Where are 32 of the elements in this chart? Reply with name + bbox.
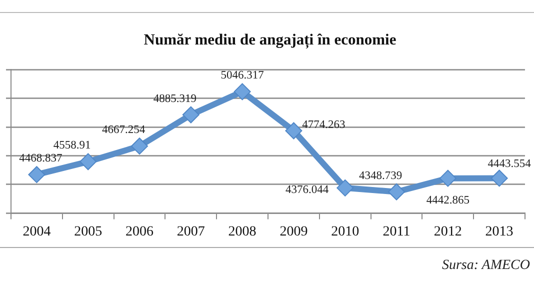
data-label: 4348.739 [358,170,402,182]
x-tick-label: 2013 [485,224,514,240]
data-label: 4468.837 [19,152,63,165]
text: Sursa: AMECO [442,258,530,274]
point [490,170,508,187]
point [285,122,302,140]
x-tick-label: 2004 [22,224,51,240]
data-label: 4774.263 [302,118,346,131]
data-label: 4376.044 [286,184,329,196]
chart-title: Număr mediu de angajați în economie [144,31,396,48]
point [131,138,148,155]
x-tick-label: 2012 [434,224,462,240]
data-label: 4558.91 [53,140,92,152]
data-label: 5046.317 [220,70,264,82]
x-tick-label: 2007 [176,224,205,240]
data-label: 4885.319 [153,92,197,105]
point [439,170,456,187]
x-tick-label: 2008 [228,224,256,240]
data-label: 4443.554 [488,158,532,170]
data-label: 4442.865 [426,194,470,206]
x-tick-label: 2009 [280,224,308,240]
data-label: 4667.254 [102,124,146,136]
point [80,153,97,170]
x-tick-label: 2010 [331,224,360,240]
point [182,106,200,124]
x-tick-label: 2005 [74,224,102,240]
x-tick-label: 2006 [126,224,154,240]
point [28,166,46,184]
point [388,183,405,200]
x-tick-label: 2011 [382,224,410,240]
point [336,179,354,196]
point [234,83,251,100]
